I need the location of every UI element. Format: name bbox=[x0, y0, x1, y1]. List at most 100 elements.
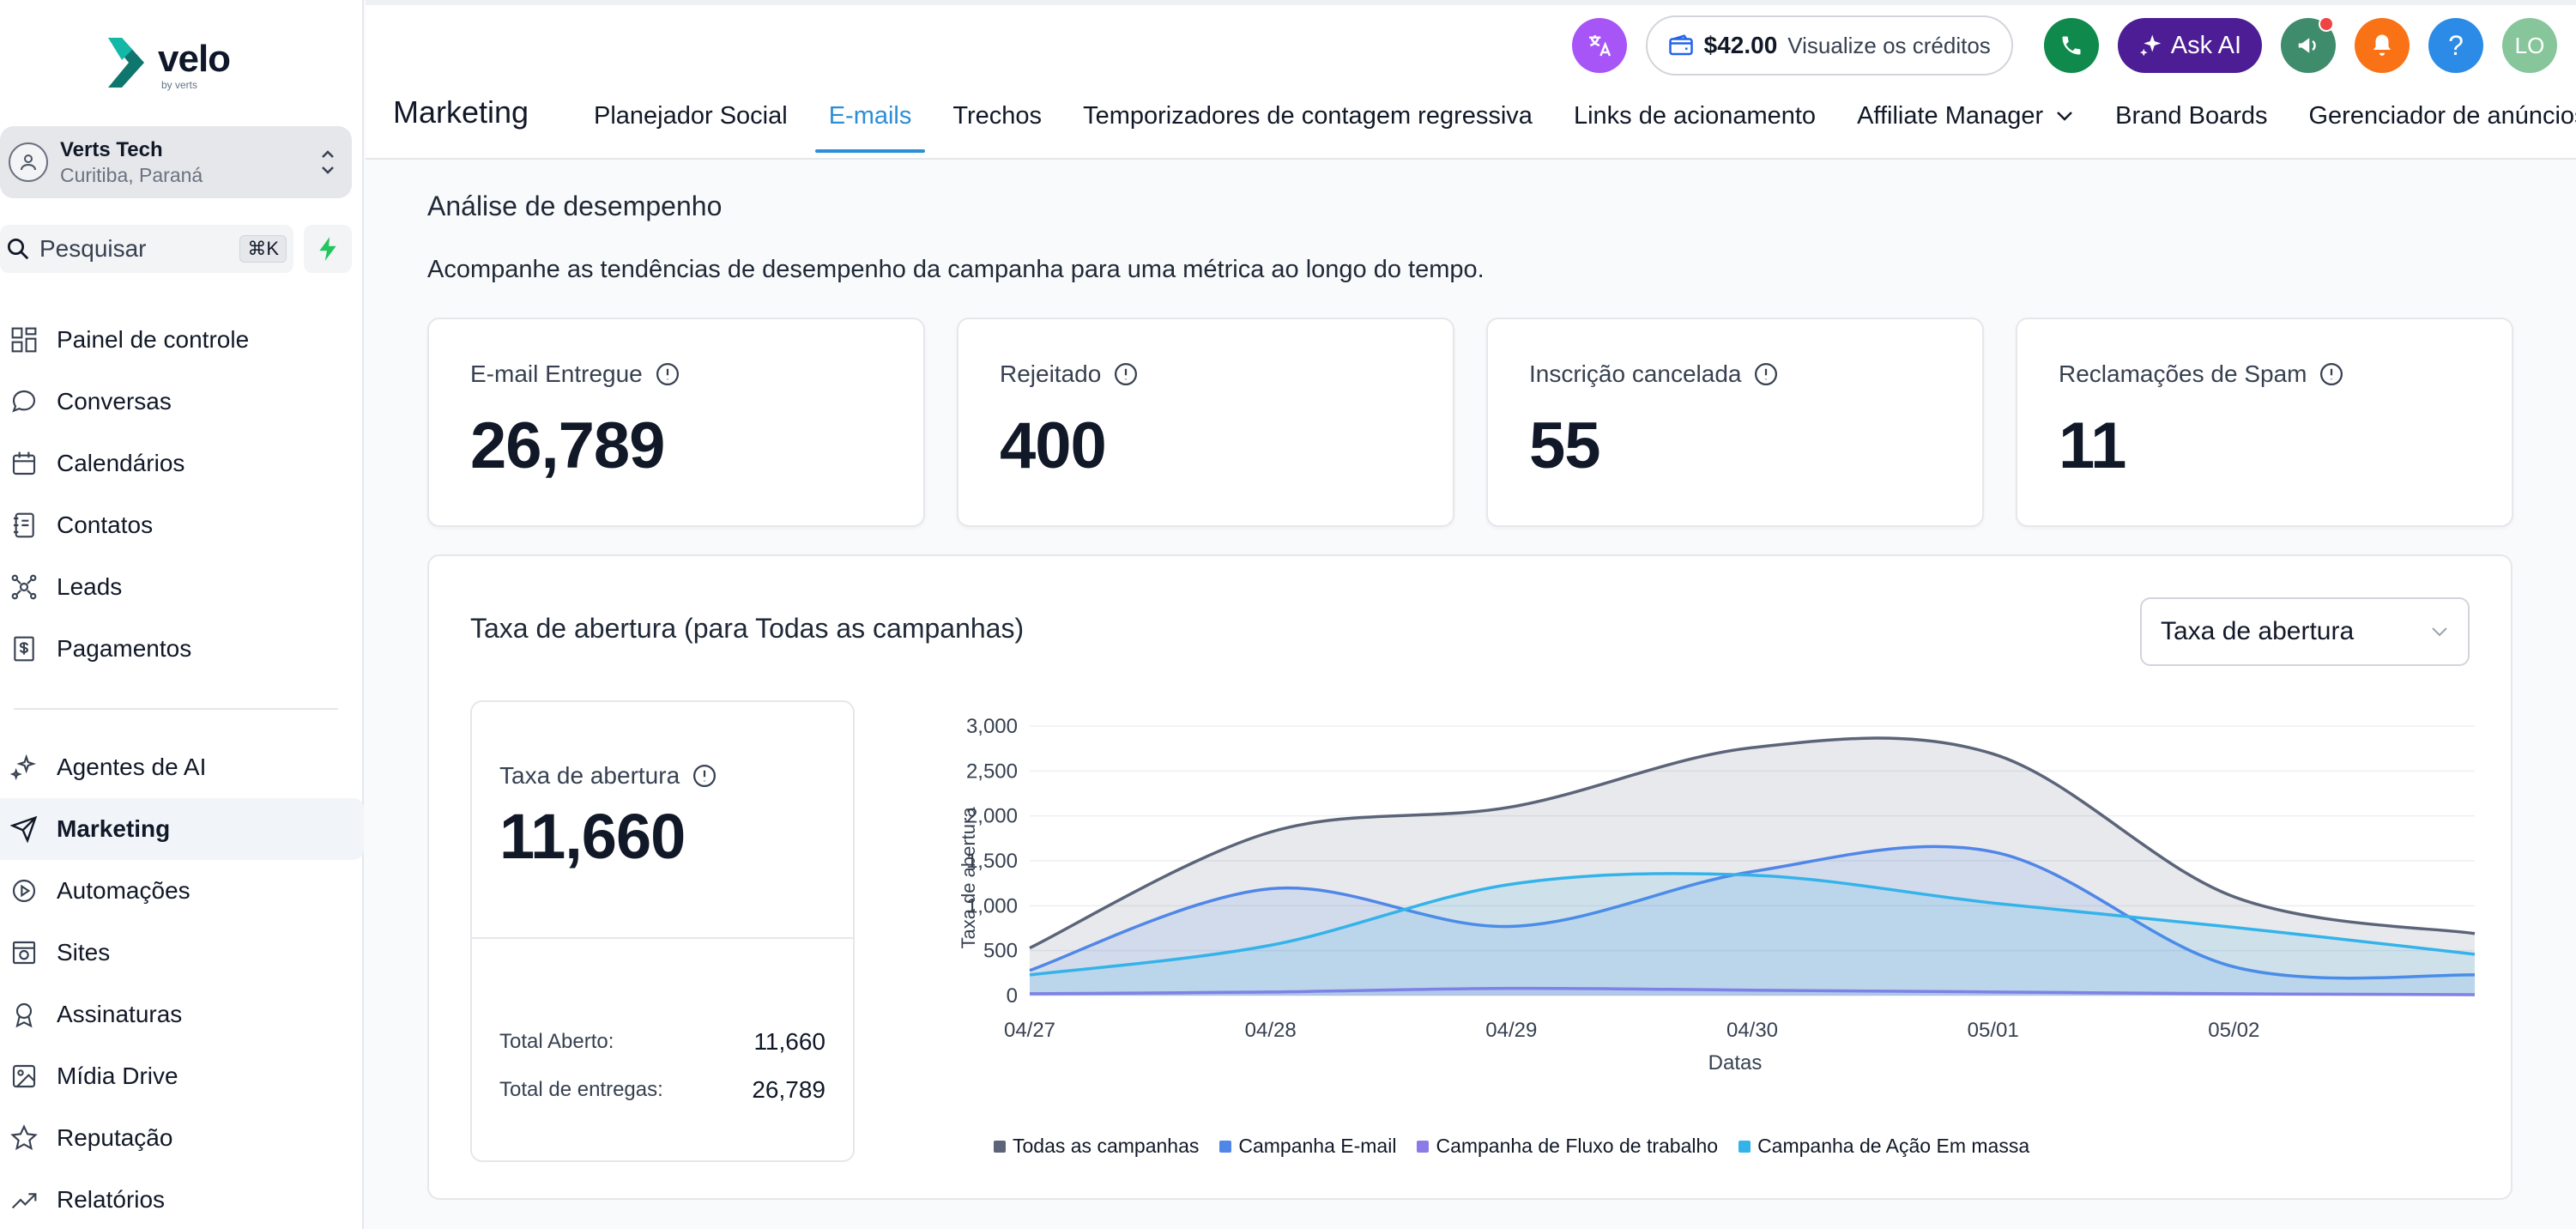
chart-legend: Todas as campanhas Campanha E-mail Campanh… bbox=[994, 1135, 2050, 1158]
contacts-icon bbox=[9, 510, 39, 541]
nav-item-dashboard[interactable]: Painel de controle bbox=[0, 309, 364, 371]
kpi-value: 55 bbox=[1529, 409, 1601, 482]
nav-item-ai-agents[interactable]: Agentes de AI bbox=[0, 736, 364, 798]
metric-select[interactable]: Taxa de abertura bbox=[2140, 597, 2470, 666]
kpi-value: 11 bbox=[2059, 409, 2126, 482]
logo-mark-icon bbox=[108, 38, 144, 88]
announcements-button[interactable] bbox=[2281, 16, 2336, 73]
avatar-initials: LO bbox=[2514, 32, 2545, 58]
user-avatar[interactable]: LO bbox=[2502, 18, 2557, 73]
translate-button[interactable] bbox=[1571, 18, 1627, 73]
legend-label: Campanha E-mail bbox=[1238, 1135, 1397, 1157]
brand-logo[interactable]: velo by verts bbox=[106, 34, 231, 91]
ask-ai-label: Ask AI bbox=[2170, 31, 2241, 59]
series-line bbox=[1029, 986, 2476, 996]
chevron-updown-icon bbox=[322, 150, 334, 174]
legend-item[interactable]: Campanha de Fluxo de trabalho bbox=[1417, 1135, 1718, 1158]
bolt-icon bbox=[319, 237, 336, 261]
nav-item-payments[interactable]: Pagamentos bbox=[0, 618, 364, 680]
search-row: ⌘K bbox=[0, 225, 352, 273]
legend-item[interactable]: Campanha E-mail bbox=[1219, 1135, 1396, 1158]
nav-item-conversations[interactable]: Conversas bbox=[0, 371, 364, 433]
tab-ads-manager[interactable]: Gerenciador de anúncios bbox=[2295, 79, 2576, 153]
nav-item-calendars[interactable]: Calendários bbox=[0, 433, 364, 494]
help-button[interactable]: ? bbox=[2428, 18, 2483, 73]
metric-select-value: Taxa de abertura bbox=[2161, 617, 2355, 645]
tabs: Planejador Social E-mails Trechos Tempor… bbox=[580, 79, 2576, 153]
total-delivered-value: 26,789 bbox=[752, 1076, 825, 1103]
nav-primary: Painel de controle Conversas Calendários… bbox=[0, 309, 364, 680]
nav-item-automations[interactable]: Automações bbox=[0, 860, 364, 922]
legend-label: Campanha de Ação Em massa bbox=[1757, 1135, 2030, 1157]
nav-item-reputation[interactable]: Reputação bbox=[0, 1107, 364, 1169]
wallet-icon bbox=[1668, 34, 1693, 56]
open-rate-card: Taxa de abertura (para Todas as campanha… bbox=[427, 554, 2513, 1200]
nav-item-sites[interactable]: Sites bbox=[0, 922, 364, 984]
phone-button[interactable] bbox=[2043, 18, 2099, 73]
legend-item[interactable]: Campanha de Ação Em massa bbox=[1738, 1135, 2029, 1158]
tab-emails[interactable]: E-mails bbox=[814, 79, 926, 153]
x-tick-label: 04/28 bbox=[1245, 1019, 1297, 1042]
quick-actions-button[interactable] bbox=[304, 225, 352, 273]
nav-item-media-drive[interactable]: Mídia Drive bbox=[0, 1045, 364, 1107]
image-icon bbox=[9, 1061, 39, 1092]
credits-button[interactable]: $42.00 Visualize os créditos bbox=[1645, 15, 2013, 76]
info-icon[interactable] bbox=[655, 361, 680, 387]
tab-label: Temporizadores de contagem regressiva bbox=[1083, 101, 1533, 130]
y-tick-label: 2,000 bbox=[966, 805, 1018, 828]
legend-swatch bbox=[1417, 1140, 1430, 1153]
tab-label: Planejador Social bbox=[594, 101, 788, 130]
kpi-card-spam: Reclamações de Spam 11 bbox=[2016, 318, 2513, 527]
header-actions: $42.00 Visualize os créditos Ask AI ? L bbox=[1571, 15, 2557, 76]
chevron-down-icon bbox=[2057, 112, 2073, 121]
nav-item-marketing[interactable]: Marketing bbox=[0, 798, 364, 860]
nav-label: Automações bbox=[57, 877, 190, 904]
tab-brand-boards[interactable]: Brand Boards bbox=[2101, 79, 2281, 153]
phone-icon bbox=[2062, 36, 2081, 55]
nav-label: Leads bbox=[57, 573, 123, 600]
nav-item-subscriptions[interactable]: Assinaturas bbox=[0, 984, 364, 1045]
y-tick-label: 1,500 bbox=[966, 850, 1018, 873]
info-icon[interactable] bbox=[692, 763, 717, 789]
tab-label: Gerenciador de anúncios bbox=[2308, 101, 2576, 130]
info-icon[interactable] bbox=[1113, 361, 1139, 387]
account-avatar bbox=[9, 142, 48, 182]
series-area bbox=[1030, 873, 2475, 996]
tab-trigger-links[interactable]: Links de acionamento bbox=[1560, 79, 1829, 153]
tab-label: Trechos bbox=[952, 101, 1043, 130]
summary-label: Taxa de abertura bbox=[499, 762, 680, 789]
summary-divider bbox=[472, 937, 853, 939]
nav-item-leads[interactable]: Leads bbox=[0, 556, 364, 618]
user-icon bbox=[21, 154, 36, 171]
search-box[interactable]: ⌘K bbox=[0, 225, 293, 273]
send-icon bbox=[9, 814, 39, 845]
nav-item-contacts[interactable]: Contatos bbox=[0, 494, 364, 556]
kpi-label: Inscrição cancelada bbox=[1529, 360, 1742, 387]
nav-label: Painel de controle bbox=[57, 326, 250, 353]
y-tick-label: 2,500 bbox=[966, 760, 1018, 783]
ask-ai-button[interactable]: Ask AI bbox=[2117, 18, 2262, 73]
tab-countdown-timers[interactable]: Temporizadores de contagem regressiva bbox=[1069, 79, 1546, 153]
nav-item-reports[interactable]: Relatórios bbox=[0, 1169, 364, 1229]
trend-icon bbox=[9, 1184, 39, 1215]
nav-label: Calendários bbox=[57, 450, 185, 476]
notifications-button[interactable] bbox=[2355, 18, 2410, 73]
tab-label: Affiliate Manager bbox=[1857, 101, 2044, 130]
info-icon[interactable] bbox=[1753, 361, 1779, 387]
leads-icon bbox=[9, 572, 39, 602]
tab-affiliate-manager[interactable]: Affiliate Manager bbox=[1843, 79, 2088, 153]
megaphone-icon bbox=[2298, 38, 2316, 53]
nav-label: Pagamentos bbox=[57, 635, 192, 662]
search-input[interactable] bbox=[39, 235, 228, 263]
tab-label: E-mails bbox=[828, 101, 912, 130]
account-switcher[interactable]: Verts Tech Curitiba, Paraná bbox=[0, 126, 352, 198]
info-icon[interactable] bbox=[2319, 361, 2344, 387]
tab-label: Links de acionamento bbox=[1573, 101, 1817, 130]
tab-snippets[interactable]: Trechos bbox=[939, 79, 1055, 153]
y-tick-label: 3,000 bbox=[966, 715, 1018, 738]
legend-item[interactable]: Todas as campanhas bbox=[994, 1135, 1199, 1158]
star-icon bbox=[9, 1123, 39, 1153]
chevron-down-icon bbox=[2432, 627, 2447, 637]
tab-social-planner[interactable]: Planejador Social bbox=[580, 79, 801, 153]
brand-sub: by verts bbox=[161, 79, 198, 91]
